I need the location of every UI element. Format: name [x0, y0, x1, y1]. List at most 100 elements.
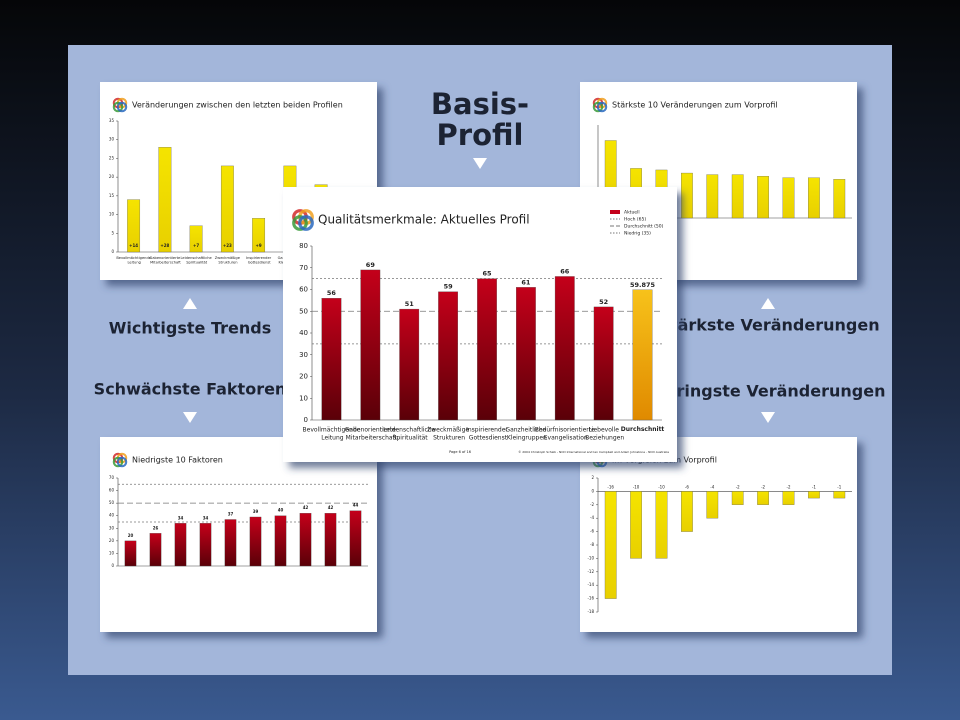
- y-tick-label: 20: [299, 373, 308, 381]
- y-tick-label: -10: [587, 555, 594, 560]
- bar: [224, 519, 237, 567]
- bar: [655, 491, 668, 559]
- value-label: 44: [353, 503, 359, 508]
- value-label: -2: [761, 484, 765, 489]
- center-label: Profil: [437, 118, 524, 152]
- value-label: -10: [633, 484, 640, 489]
- value-label: 37: [228, 511, 234, 516]
- chart-title: Niedrigste 10 Faktoren: [132, 456, 223, 465]
- y-tick-label: -2: [590, 502, 594, 507]
- logo: [116, 456, 128, 468]
- legend-label: Aktuell: [624, 210, 640, 216]
- chart-title: Stärkste 10 Veränderungen zum Vorprofil: [612, 101, 778, 110]
- logo: [596, 101, 608, 113]
- logo: [116, 101, 128, 113]
- legend-label: Hoch (65): [624, 217, 646, 223]
- logo: [592, 101, 604, 113]
- value-label: -4: [710, 484, 714, 489]
- trend-label: Stärkste Veränderungen: [658, 316, 879, 335]
- y-tick-label: -18: [587, 609, 594, 614]
- x-tick-label: Gabenorientierte Mitarbeiterschaft: [149, 256, 181, 265]
- bar: [808, 177, 820, 219]
- y-tick-label: 35: [109, 118, 115, 123]
- x-tick-label: Leidenschaftliche Spiritualität: [383, 426, 436, 441]
- y-tick-label: 30: [109, 137, 115, 142]
- x-tick-label: Liebevolle Beziehungen: [583, 426, 624, 441]
- y-tick-label: 20: [109, 174, 115, 179]
- bar: [757, 491, 769, 505]
- value-label: 52: [599, 298, 608, 306]
- bar: [124, 540, 137, 567]
- arrow: [761, 298, 775, 309]
- bar: [324, 513, 337, 567]
- value-label: 69: [366, 261, 376, 269]
- chart: im Vergleich zum Vorprofil20-2-4-6-8-10-…: [580, 437, 857, 632]
- value-label: +28: [160, 243, 169, 248]
- value-label: -2: [787, 484, 791, 489]
- bar: [706, 174, 719, 219]
- x-tick-label: Bedürfnisorientierte Evangelisation: [535, 426, 595, 441]
- bar: [127, 199, 141, 253]
- y-tick-label: 60: [109, 488, 115, 493]
- y-tick-label: -12: [587, 569, 594, 574]
- logo: [292, 215, 308, 231]
- x-tick-label: Inspirierender Gottesdienst: [466, 426, 508, 441]
- bar: [731, 174, 744, 219]
- bar: [199, 523, 212, 567]
- chart: Niedrigste 10 Faktoren 0 10 20 30 40 50 60 70 20 2…: [100, 437, 377, 632]
- bar: [189, 225, 203, 253]
- y-tick-label: 20: [109, 538, 115, 543]
- y-tick-label: 10: [109, 212, 115, 217]
- value-label: -10: [658, 484, 665, 489]
- value-label: 51: [405, 300, 415, 308]
- y-tick-label: 5: [111, 230, 114, 235]
- y-tick-label: 15: [109, 193, 115, 198]
- trend-label: Wichtigste Trends: [109, 319, 271, 338]
- y-tick-label: 25: [109, 155, 115, 160]
- bar: [706, 491, 719, 519]
- bar: [477, 278, 497, 421]
- bar: [220, 165, 234, 253]
- logo: [298, 215, 314, 231]
- logo: [112, 101, 124, 113]
- y-tick-label: 70: [299, 264, 308, 272]
- y-tick-label: -14: [587, 582, 594, 587]
- value-label: 42: [303, 505, 309, 510]
- value-label: +7: [193, 243, 199, 248]
- value-label: 34: [203, 515, 209, 520]
- value-label: 42: [328, 505, 334, 510]
- value-label: 65: [482, 270, 492, 278]
- value-label: 40: [278, 508, 284, 513]
- bar: [632, 289, 653, 421]
- x-tick-label: Leidenschaftliche Spiritualität: [180, 256, 212, 265]
- arrow: [761, 412, 775, 423]
- bar: [808, 491, 820, 499]
- bar: [174, 523, 187, 567]
- bar: [321, 298, 342, 421]
- value-label: 20: [128, 533, 134, 538]
- value-label: -1: [812, 484, 816, 489]
- arrow: [183, 412, 197, 423]
- bar: [158, 147, 172, 253]
- chart-card: [580, 437, 857, 632]
- y-tick-label: 40: [109, 513, 115, 518]
- y-tick-label: -4: [590, 515, 594, 520]
- y-tick-label: 50: [109, 500, 115, 505]
- legend-label: Niedrig (35): [624, 231, 651, 237]
- y-tick-label: 80: [299, 242, 308, 250]
- y-tick-label: 30: [299, 351, 308, 359]
- bar: [249, 516, 262, 567]
- bar: [833, 491, 846, 499]
- y-tick-label: 0: [111, 249, 114, 254]
- value-label: +9: [256, 243, 262, 248]
- bar: [252, 218, 266, 253]
- chart: Qualitätsmerkmale: Aktuelles Profil 0 10 20…: [283, 187, 677, 462]
- bar: [274, 515, 287, 567]
- value-label: +23: [223, 243, 232, 248]
- y-tick-label: 0: [304, 416, 308, 424]
- bar: [681, 491, 693, 532]
- x-tick-label: Gabenorientierte Mitarbeiterschaft: [344, 426, 398, 441]
- bar: [604, 491, 617, 599]
- bar: [399, 308, 420, 421]
- y-tick-label: 50: [299, 307, 308, 315]
